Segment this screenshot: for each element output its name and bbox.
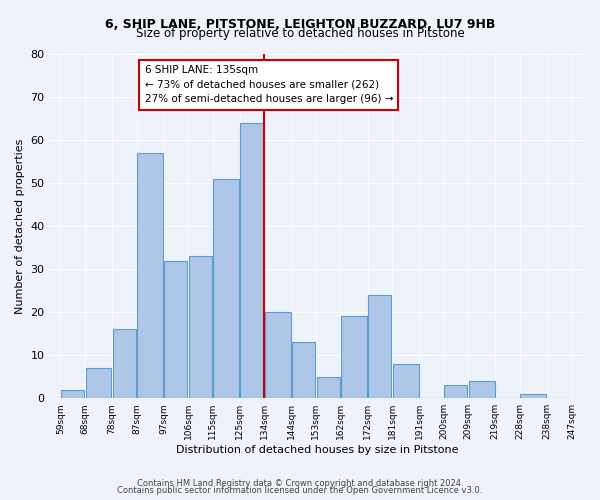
Bar xyxy=(241,123,263,398)
Text: Contains HM Land Registry data © Crown copyright and database right 2024.: Contains HM Land Registry data © Crown c… xyxy=(137,478,463,488)
Bar xyxy=(520,394,546,398)
Bar xyxy=(445,386,467,398)
Text: Contains public sector information licensed under the Open Government Licence v3: Contains public sector information licen… xyxy=(118,486,482,495)
Bar xyxy=(113,330,136,398)
Bar xyxy=(469,381,494,398)
X-axis label: Distribution of detached houses by size in Pitstone: Distribution of detached houses by size … xyxy=(176,445,458,455)
Bar xyxy=(368,295,391,398)
Text: Size of property relative to detached houses in Pitstone: Size of property relative to detached ho… xyxy=(136,28,464,40)
Bar xyxy=(189,256,212,398)
Bar xyxy=(265,312,291,398)
Bar xyxy=(137,153,163,398)
Bar xyxy=(292,342,315,398)
Y-axis label: Number of detached properties: Number of detached properties xyxy=(15,138,25,314)
Bar xyxy=(317,376,340,398)
Bar xyxy=(392,364,419,398)
Text: 6 SHIP LANE: 135sqm
← 73% of detached houses are smaller (262)
27% of semi-detac: 6 SHIP LANE: 135sqm ← 73% of detached ho… xyxy=(145,65,393,104)
Bar xyxy=(214,179,239,398)
Text: 6, SHIP LANE, PITSTONE, LEIGHTON BUZZARD, LU7 9HB: 6, SHIP LANE, PITSTONE, LEIGHTON BUZZARD… xyxy=(105,18,495,30)
Bar xyxy=(341,316,367,398)
Bar xyxy=(164,260,187,398)
Bar xyxy=(86,368,112,398)
Bar xyxy=(61,390,84,398)
